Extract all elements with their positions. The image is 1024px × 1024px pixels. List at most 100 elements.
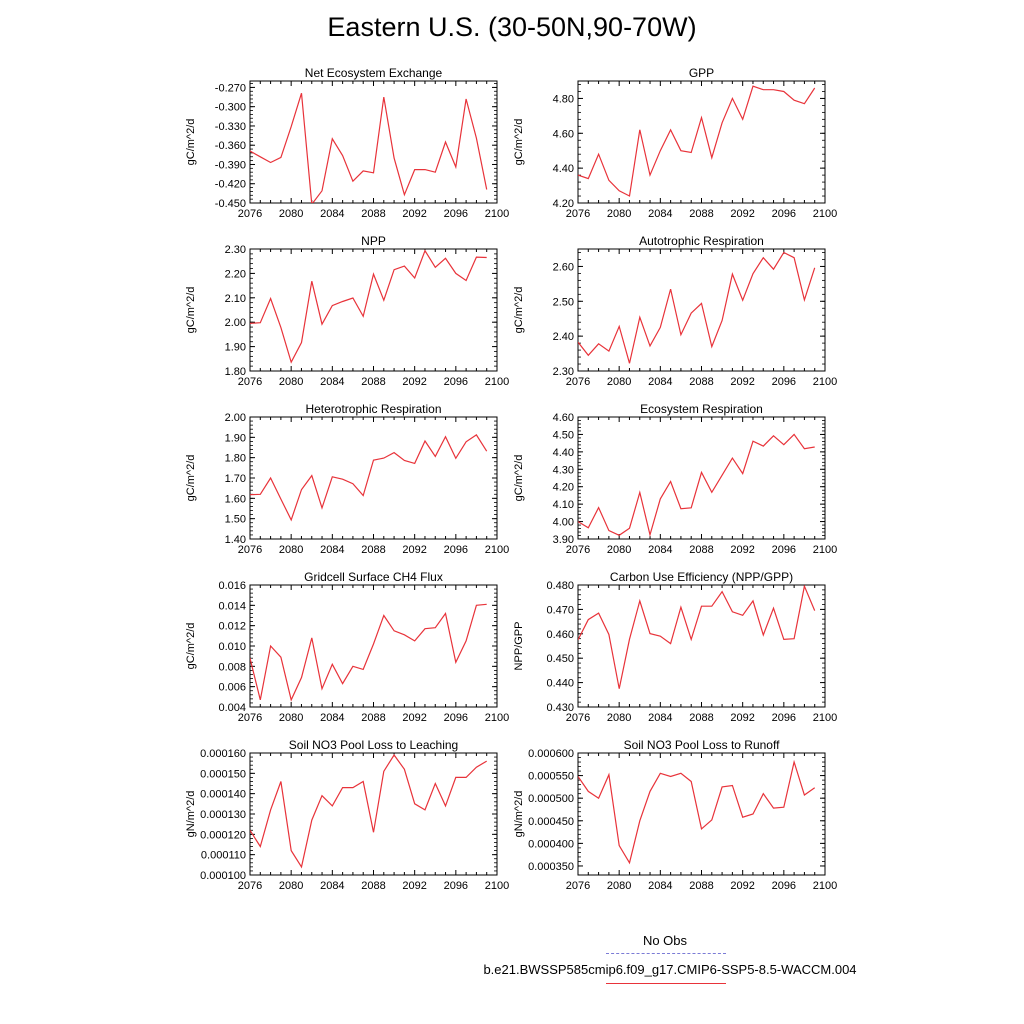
y-axis-label: gN/m^2/d: [513, 791, 525, 838]
y-tick-label: 0.000100: [200, 870, 246, 882]
x-tick-label: 2076: [238, 544, 262, 556]
x-tick-label: 2084: [320, 544, 344, 556]
x-tick-label: 2084: [648, 208, 672, 220]
y-tick-label: -0.390: [215, 159, 246, 171]
y-tick-label: 1.70: [225, 473, 246, 485]
chart-panel: GPP gC/m^2/d 2076 2080 2084 2088 2092 2096 2100 4…: [513, 66, 837, 220]
x-tick-label: 2100: [813, 208, 837, 220]
x-tick-label: 2084: [320, 880, 344, 892]
y-tick-label: -0.450: [215, 198, 246, 210]
series-line: [578, 759, 816, 865]
x-tick-label: 2092: [730, 880, 754, 892]
y-tick-label: -0.300: [215, 102, 246, 114]
y-tick-label: 3.90: [553, 534, 574, 546]
y-tick-label: 0.016: [218, 580, 246, 592]
x-tick-label: 2096: [772, 712, 796, 724]
x-tick-label: 2076: [238, 880, 262, 892]
y-tick-label: -0.360: [215, 140, 246, 152]
x-tick-label: 2092: [402, 208, 426, 220]
y-tick-label: 1.50: [225, 514, 246, 526]
panel-title: Heterotrophic Respiration: [305, 402, 441, 416]
series-line: [250, 603, 487, 702]
x-tick-label: 2080: [279, 880, 303, 892]
plot-frame: [249, 416, 498, 540]
x-tick-label: 2088: [689, 880, 713, 892]
y-tick-label: 4.40: [553, 447, 574, 459]
y-tick-label: 0.000140: [200, 789, 246, 801]
y-tick-label: 0.480: [546, 580, 574, 592]
panel-title: Autotrophic Respiration: [639, 234, 764, 248]
series-line: [250, 434, 488, 522]
chart-panel: Soil NO3 Pool Loss to Leaching gN/m^2/d 20…: [185, 738, 509, 892]
chart-panel: Net Ecosystem Exchange gC/m^2/d 2076 2080 20…: [185, 66, 509, 220]
y-axis-label: gN/m^2/d: [185, 791, 197, 838]
y-tick-label: 4.60: [553, 412, 574, 424]
series-line: [578, 433, 815, 538]
x-tick-label: 2076: [566, 544, 590, 556]
chart-panel: Autotrophic Respiration gC/m^2/d 2076 2080 2…: [513, 234, 837, 388]
y-tick-label: 2.10: [225, 293, 246, 305]
x-tick-label: 2100: [813, 544, 837, 556]
x-tick-label: 2088: [361, 544, 385, 556]
plot-frame: [577, 416, 826, 540]
x-tick-label: 2088: [361, 880, 385, 892]
y-axis-label: gC/m^2/d: [185, 455, 197, 502]
x-tick-label: 2076: [566, 712, 590, 724]
panel-title: Carbon Use Efficiency (NPP/GPP): [610, 570, 793, 584]
y-axis-label: gC/m^2/d: [185, 623, 197, 670]
y-tick-label: 0.470: [546, 604, 574, 616]
y-tick-label: 4.30: [553, 464, 574, 476]
y-tick-label: 4.20: [553, 482, 574, 494]
x-tick-label: 2100: [485, 376, 509, 388]
y-axis-label: gC/m^2/d: [513, 119, 525, 166]
y-tick-label: 1.90: [225, 432, 246, 444]
chart-panel: Gridcell Surface CH4 Flux gC/m^2/d 2076 208…: [185, 570, 509, 724]
y-tick-label: 1.80: [225, 366, 246, 378]
series-line: [250, 249, 487, 364]
y-tick-label: 2.30: [225, 244, 246, 256]
y-tick-label: 2.00: [225, 317, 246, 329]
y-tick-label: 0.000150: [200, 768, 246, 780]
x-tick-label: 2088: [689, 544, 713, 556]
x-tick-label: 2096: [772, 544, 796, 556]
y-tick-label: 1.90: [225, 342, 246, 354]
x-tick-label: 2096: [772, 208, 796, 220]
x-tick-label: 2092: [730, 544, 754, 556]
plot-frame: [577, 248, 826, 372]
y-tick-label: 2.50: [553, 296, 574, 308]
x-tick-label: 2088: [361, 376, 385, 388]
x-tick-label: 2096: [444, 544, 468, 556]
legend-model-line: [606, 983, 726, 984]
plot-frame: [249, 584, 498, 708]
page-title: Eastern U.S. (30-50N,90-70W): [327, 12, 697, 42]
y-tick-label: -0.330: [215, 121, 246, 133]
x-tick-label: 2084: [320, 376, 344, 388]
x-tick-label: 2084: [648, 376, 672, 388]
y-tick-label: 2.20: [225, 268, 246, 280]
y-tick-label: 0.014: [218, 600, 246, 612]
x-tick-label: 2084: [648, 712, 672, 724]
x-tick-label: 2100: [813, 880, 837, 892]
y-tick-label: -0.420: [215, 179, 246, 191]
plot-frame: [577, 80, 826, 204]
x-tick-label: 2084: [320, 712, 344, 724]
y-tick-label: 0.006: [218, 682, 246, 694]
x-tick-label: 2096: [772, 880, 796, 892]
x-tick-label: 2092: [402, 544, 426, 556]
y-axis-label: gC/m^2/d: [185, 119, 197, 166]
x-tick-label: 2088: [361, 208, 385, 220]
y-tick-label: 0.000130: [200, 809, 246, 821]
legend-model-label: b.e21.BWSSP585cmip6.f09_g17.CMIP6-SSP5-8…: [483, 962, 857, 977]
legend-obs-label: No Obs: [642, 933, 688, 948]
panel-title: Soil NO3 Pool Loss to Runoff: [624, 738, 781, 752]
x-tick-label: 2088: [689, 712, 713, 724]
x-tick-label: 2084: [320, 208, 344, 220]
legend-obs-line: [606, 953, 726, 954]
x-tick-label: 2092: [402, 880, 426, 892]
y-axis-label: gC/m^2/d: [185, 287, 197, 334]
y-tick-label: 0.430: [546, 702, 574, 714]
x-tick-label: 2088: [689, 376, 713, 388]
x-tick-label: 2076: [566, 376, 590, 388]
y-tick-label: 0.008: [218, 661, 246, 673]
x-tick-label: 2088: [689, 208, 713, 220]
